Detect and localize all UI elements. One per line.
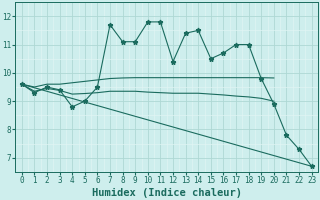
X-axis label: Humidex (Indice chaleur): Humidex (Indice chaleur) [92, 188, 242, 198]
